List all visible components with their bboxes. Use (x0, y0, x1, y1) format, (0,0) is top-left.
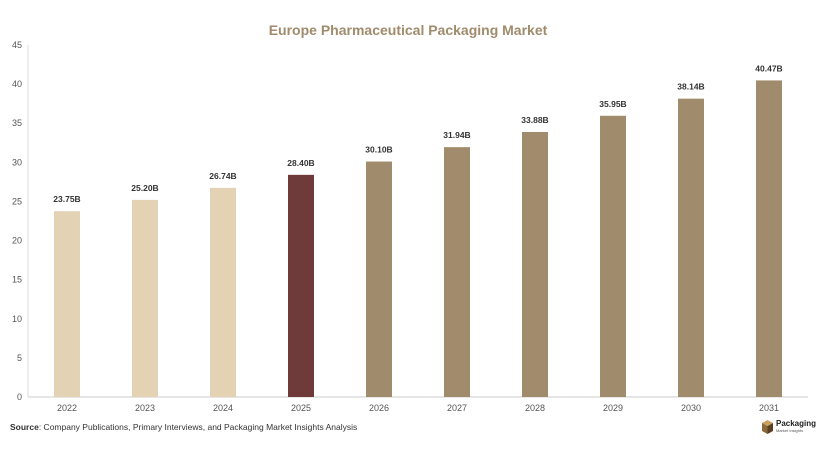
y-tick-label: 30 (12, 157, 22, 167)
x-tick-label: 2030 (681, 403, 701, 413)
logo-name: Packaging (776, 419, 817, 428)
y-tick-label: 20 (12, 236, 22, 246)
y-tick-label: 35 (12, 118, 22, 128)
x-tick-label: 2025 (291, 403, 311, 413)
x-tick-label: 2026 (369, 403, 389, 413)
source-label: Source (10, 422, 39, 432)
data-label-2022: 23.75B (53, 194, 80, 204)
box-icon (762, 420, 773, 434)
bar-2024 (210, 187, 236, 397)
y-tick-label: 0 (17, 392, 22, 402)
x-tick-label: 2027 (447, 403, 467, 413)
data-label-2023: 25.20B (131, 183, 158, 193)
bars (54, 80, 782, 398)
data-label-2030: 38.14B (677, 82, 704, 92)
data-label-2028: 33.88B (521, 115, 548, 125)
y-tick-label: 5 (17, 353, 22, 363)
bar-2030 (678, 98, 704, 397)
bar-2027 (444, 147, 470, 397)
bar-2022 (54, 211, 80, 397)
bar-2031 (756, 80, 782, 398)
bar-2023 (132, 199, 158, 397)
data-label-2026: 30.10B (365, 145, 392, 155)
brand-logo: Packaging Market Insights (762, 420, 816, 434)
logo-tagline: Market Insights (776, 428, 804, 433)
bar-2025 (288, 174, 314, 397)
bar-2028 (522, 131, 548, 398)
bar-2029 (600, 115, 626, 398)
data-label-2031: 40.47B (755, 63, 782, 73)
y-tick-label: 25 (12, 196, 22, 206)
bar-2026 (366, 161, 392, 397)
x-tick-label: 2029 (603, 403, 623, 413)
y-tick-label: 15 (12, 275, 22, 285)
x-axis-ticks: 2022 2023 2024 2025 2026 2027 2028 2029 2030 2031 (57, 403, 779, 413)
x-tick-label: 2023 (135, 403, 155, 413)
x-tick-label: 2024 (213, 403, 233, 413)
data-label-2024: 26.74B (209, 171, 236, 181)
data-labels: 23.75B 25.20B 26.74B 28.40B 30.10B 31.94B 33.8… (53, 63, 782, 204)
chart-title: Europe Pharmaceutical Packaging Market (269, 22, 548, 38)
data-label-2029: 35.95B (599, 99, 626, 109)
y-tick-label: 40 (12, 79, 22, 89)
source-text: : Company Publications, Primary Intervie… (38, 422, 358, 432)
x-tick-label: 2031 (759, 403, 779, 413)
y-axis-ticks: 0 5 10 15 20 25 30 35 40 45 (12, 40, 22, 402)
x-tick-label: 2022 (57, 403, 77, 413)
x-tick-label: 2028 (525, 403, 545, 413)
source-note: Source: Company Publications, Primary In… (10, 422, 357, 432)
data-label-2025: 28.40B (287, 158, 314, 168)
y-tick-label: 45 (12, 40, 22, 50)
data-label-2027: 31.94B (443, 130, 470, 140)
y-tick-label: 10 (12, 314, 22, 324)
